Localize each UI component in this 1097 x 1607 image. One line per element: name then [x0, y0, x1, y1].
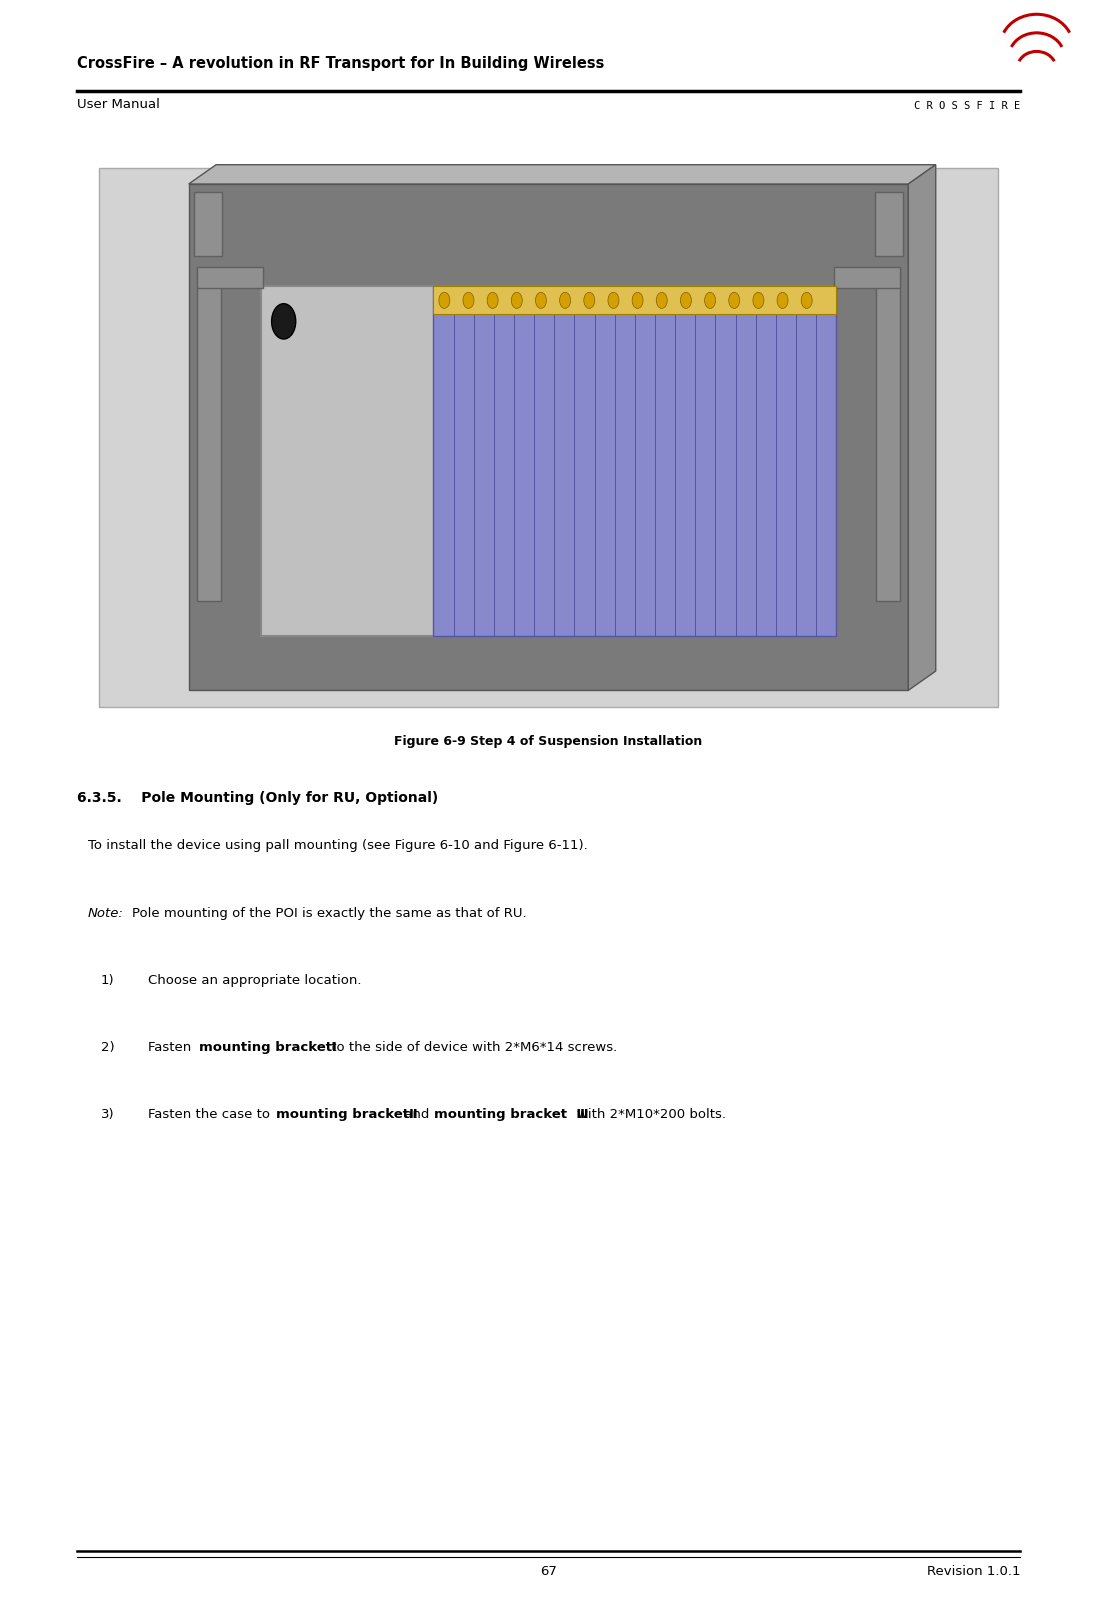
- Text: 1): 1): [101, 974, 114, 987]
- Bar: [433, 288, 836, 636]
- Circle shape: [656, 292, 667, 309]
- Text: Pole mounting of the POI is exactly the same as that of RU.: Pole mounting of the POI is exactly the …: [132, 906, 527, 919]
- Bar: [197, 268, 263, 289]
- Text: User Manual: User Manual: [77, 98, 160, 111]
- Text: mounting bracketⅡ: mounting bracketⅡ: [276, 1107, 418, 1120]
- Text: To install the device using pall mounting (see Figure 6-10 and Figure 6-11).: To install the device using pall mountin…: [88, 839, 588, 852]
- Text: mounting bracketⅠ: mounting bracketⅠ: [199, 1040, 337, 1053]
- Circle shape: [584, 292, 595, 309]
- Bar: [189, 185, 908, 691]
- Circle shape: [728, 292, 739, 309]
- Text: Fasten: Fasten: [148, 1040, 195, 1053]
- Bar: [834, 268, 900, 289]
- Text: Fasten the case to: Fasten the case to: [148, 1107, 274, 1120]
- Circle shape: [487, 292, 498, 309]
- Circle shape: [704, 292, 715, 309]
- Text: 67: 67: [540, 1564, 557, 1576]
- Text: mounting bracket  Ⅲ: mounting bracket Ⅲ: [434, 1107, 589, 1120]
- Text: to the side of device with 2*M6*14 screws.: to the side of device with 2*M6*14 screw…: [327, 1040, 618, 1053]
- Circle shape: [559, 292, 570, 309]
- Circle shape: [680, 292, 691, 309]
- Circle shape: [511, 292, 522, 309]
- Text: Figure 6-9 Step 4 of Suspension Installation: Figure 6-9 Step 4 of Suspension Installa…: [395, 734, 702, 747]
- Polygon shape: [908, 166, 936, 691]
- Bar: [261, 288, 836, 636]
- Bar: [197, 270, 222, 603]
- Text: Choose an appropriate location.: Choose an appropriate location.: [148, 974, 362, 987]
- Polygon shape: [189, 166, 936, 185]
- Text: and: and: [400, 1107, 434, 1120]
- Text: C R O S S F I R E: C R O S S F I R E: [914, 101, 1020, 111]
- Bar: [194, 193, 222, 257]
- Bar: [875, 270, 900, 603]
- Text: 3): 3): [101, 1107, 114, 1120]
- Circle shape: [608, 292, 619, 309]
- Text: CrossFire – A revolution in RF Transport for In Building Wireless: CrossFire – A revolution in RF Transport…: [77, 56, 604, 71]
- Circle shape: [632, 292, 643, 309]
- Circle shape: [535, 292, 546, 309]
- Circle shape: [463, 292, 474, 309]
- Text: 2): 2): [101, 1040, 114, 1053]
- Text: 6.3.5.    Pole Mounting (Only for RU, Optional): 6.3.5. Pole Mounting (Only for RU, Optio…: [77, 791, 438, 805]
- Bar: [433, 288, 836, 315]
- Bar: [875, 193, 903, 257]
- Text: Note:: Note:: [88, 906, 124, 919]
- Text: Revision 1.0.1: Revision 1.0.1: [927, 1564, 1020, 1576]
- Circle shape: [272, 304, 296, 339]
- Circle shape: [777, 292, 788, 309]
- Circle shape: [801, 292, 812, 309]
- Bar: [99, 169, 998, 707]
- Text: with 2*M10*200 bolts.: with 2*M10*200 bolts.: [577, 1107, 726, 1120]
- Circle shape: [753, 292, 764, 309]
- Circle shape: [439, 292, 450, 309]
